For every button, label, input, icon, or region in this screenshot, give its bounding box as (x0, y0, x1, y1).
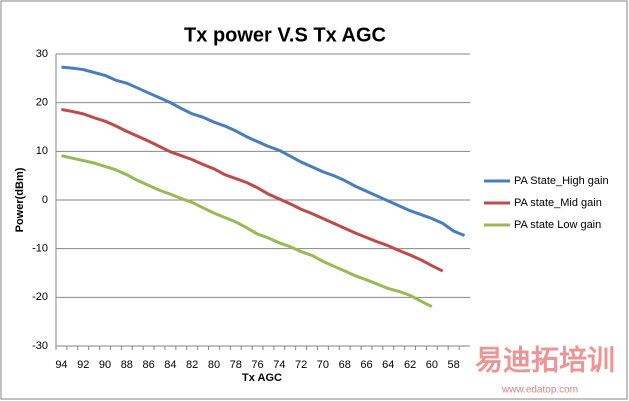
chart-title: Tx power V.S Tx AGC (184, 24, 386, 46)
legend-label: PA State_High gain (514, 175, 609, 187)
y-tick-label: 0 (42, 194, 48, 206)
y-tick-label: -10 (32, 243, 48, 255)
x-tick-label: 58 (448, 359, 460, 371)
y-tick-label: 20 (36, 97, 48, 109)
legend-label: PA state Low gain (514, 219, 601, 231)
x-tick-label: 76 (251, 359, 263, 371)
x-tick-label: 62 (404, 359, 416, 371)
x-tick-label: 94 (55, 359, 67, 371)
x-tick-label: 86 (142, 359, 154, 371)
y-tick-label: 30 (36, 48, 48, 60)
x-tick-label: 80 (208, 359, 220, 371)
legend-label: PA state_Mid gain (514, 197, 602, 209)
x-axis-label: Tx AGC (242, 372, 282, 384)
series-line (61, 108, 444, 273)
x-tick-label: 64 (382, 359, 394, 371)
y-tick-label: -30 (32, 340, 48, 352)
x-tick-label: 60 (426, 359, 438, 371)
x-tick-label: 84 (164, 359, 176, 371)
x-tick-label: 78 (230, 359, 242, 371)
x-tick-label: 66 (360, 359, 372, 371)
watermark: 易迪拓培训 (475, 343, 615, 375)
y-tick-label: -20 (32, 291, 48, 303)
x-tick-label: 74 (273, 359, 285, 371)
x-tick-label: 70 (317, 359, 329, 371)
y-axis-label: Power(dBm) (14, 167, 26, 232)
x-tick-label: 68 (339, 359, 351, 371)
x-tick-label: 92 (77, 359, 89, 371)
x-tick-label: 72 (295, 359, 307, 371)
x-tick-label: 82 (186, 359, 198, 371)
series-line (61, 154, 433, 308)
y-tick-label: 10 (36, 145, 48, 157)
x-tick-label: 88 (121, 359, 133, 371)
series-line (61, 65, 466, 237)
x-tick-label: 90 (99, 359, 111, 371)
watermark-url: www.edatop.com (501, 385, 578, 396)
